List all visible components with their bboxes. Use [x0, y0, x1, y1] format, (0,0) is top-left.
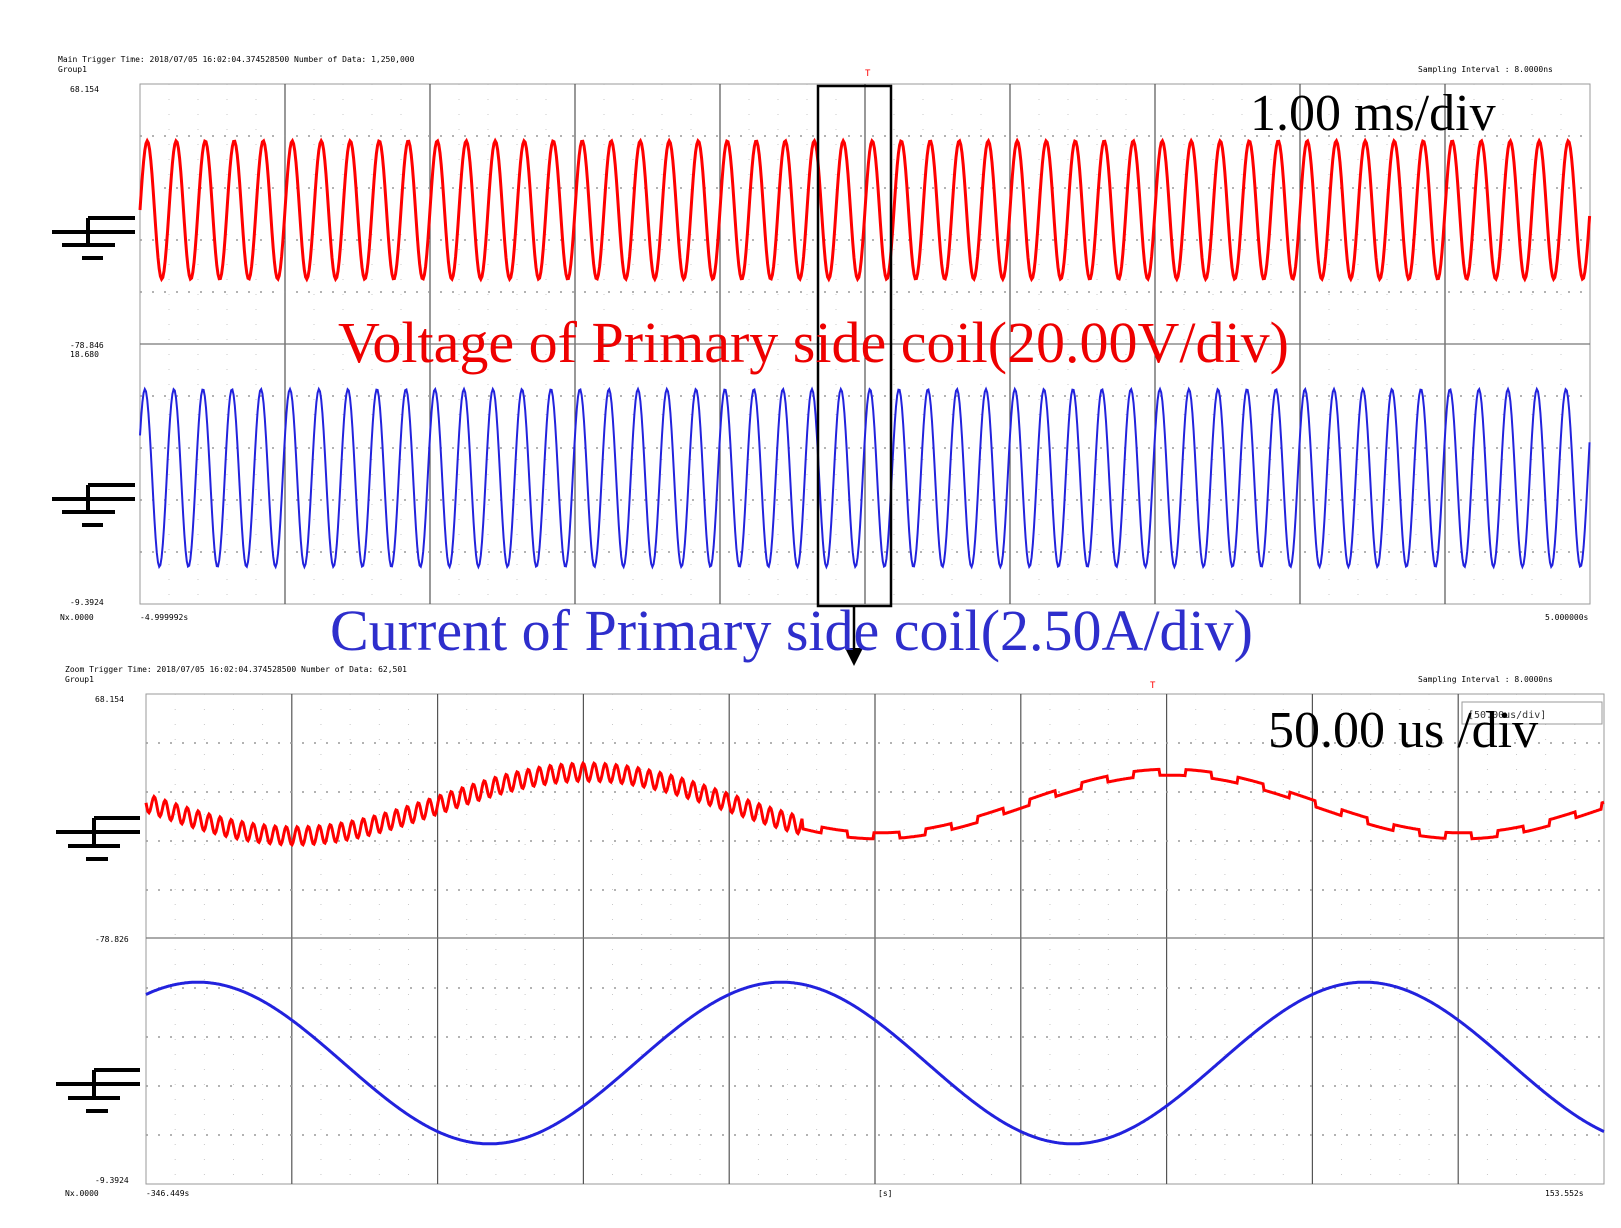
top-header-group: Group1: [58, 65, 87, 74]
bottom-x-left-label-2: -346.449s: [146, 1189, 190, 1198]
bottom-y-top-label: 68.154: [95, 695, 124, 704]
bottom-voltage-ground-icon: [56, 816, 140, 861]
bottom-header-right: Sampling Interval : 8.0000ns: [1418, 675, 1553, 684]
top-voltage-trace: [138, 137, 1592, 283]
voltage-annotation-label: Voltage of Primary side coil(20.00V/div): [338, 310, 1289, 375]
top-voltage-ground-icon: [52, 216, 135, 260]
bottom-y-bottom-label: -9.3924: [95, 1176, 129, 1185]
bottom-trigger-marker: T: [1150, 681, 1156, 691]
top-panel: Main Trigger Time: 2018/07/05 16:02:04.3…: [52, 55, 1592, 666]
top-y-mid-label-2: 18.680: [70, 350, 99, 359]
bottom-panel: Zoom Trigger Time: 2018/07/05 16:02:04.3…: [56, 665, 1605, 1198]
bottom-x-center-label: [s]: [878, 1189, 892, 1198]
bottom-x-right-label: 153.552s: [1545, 1189, 1584, 1198]
bottom-y-mid-label: -78.826: [95, 935, 129, 944]
top-y-mid-label-1: -78.846: [70, 341, 104, 350]
bottom-timebase-box-label: [50.00us/div]: [1468, 710, 1546, 721]
top-x-left-label-2: -4.999992s: [140, 613, 188, 622]
top-y-bottom-label: -9.3924: [70, 598, 104, 607]
top-timebase-label: 1.00 ms/div: [1250, 85, 1496, 142]
top-trigger-marker: T: [865, 69, 871, 79]
top-x-right-label: 5.000000s: [1545, 613, 1589, 622]
bottom-x-left-label-1: Nx.0000: [65, 1189, 99, 1198]
top-x-left-label-1: Nx.0000: [60, 613, 94, 622]
bottom-current-trace: [145, 980, 1605, 1146]
top-header-left: Main Trigger Time: 2018/07/05 16:02:04.3…: [58, 55, 415, 64]
top-current-ground-icon: [52, 483, 135, 527]
bottom-current-ground-icon: [56, 1068, 140, 1113]
current-annotation-label: Current of Primary side coil(2.50A/div): [330, 598, 1253, 663]
bottom-header-left: Zoom Trigger Time: 2018/07/05 16:02:04.3…: [65, 665, 407, 674]
bottom-voltage-trace: [144, 760, 1605, 847]
bottom-timebase-box: [1461, 701, 1603, 725]
bottom-header-group: Group1: [65, 675, 94, 684]
bottom-grid: [146, 694, 1604, 1184]
top-header-right: Sampling Interval : 8.0000ns: [1418, 65, 1553, 74]
bottom-timebase-label: 50.00 us /div: [1268, 702, 1538, 759]
top-current-trace: [139, 386, 1591, 570]
zoom-arrow-head-icon: [845, 648, 863, 666]
top-y-top-label: 68.154: [70, 85, 99, 94]
